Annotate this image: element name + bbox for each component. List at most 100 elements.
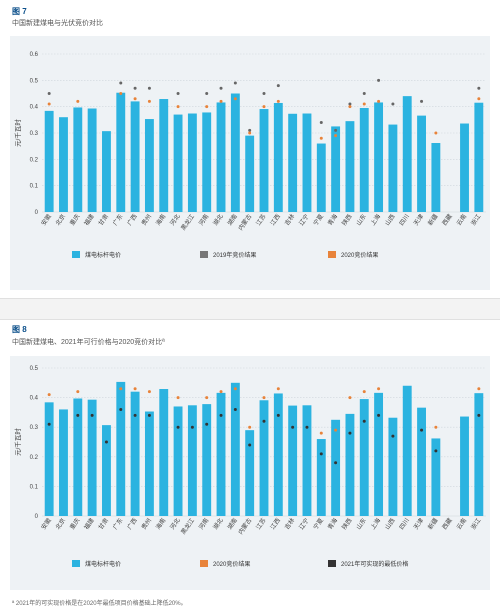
data-point: [334, 428, 338, 432]
x-tick-label: 新疆: [426, 213, 439, 227]
x-tick-label: 西藏: [440, 517, 453, 531]
footnote: ª 2021年的可实现价格是在2020年最低项目价格基础上降低20%。: [12, 601, 187, 607]
bar: [130, 101, 140, 212]
bar: [159, 389, 169, 516]
bar: [316, 439, 326, 516]
bar: [73, 398, 83, 516]
x-tick-label: 四川: [398, 213, 411, 227]
data-point: [76, 99, 80, 103]
x-tick-label: 青海: [326, 213, 339, 227]
bar: [173, 406, 183, 516]
bar: [87, 108, 97, 212]
bar: [359, 399, 369, 516]
legend-swatch-min-2: [328, 560, 336, 567]
data-point: [434, 425, 438, 429]
y-tick-label: 0.6: [30, 52, 39, 58]
bar: [474, 393, 484, 516]
legend-item-2020: 2020竞价结果: [328, 250, 378, 259]
data-point: [147, 86, 151, 90]
data-point: [233, 97, 237, 101]
data-point: [233, 81, 237, 85]
x-tick-label: 吉林: [283, 213, 296, 227]
data-point: [334, 134, 338, 138]
figure-8-number: 图 8: [12, 325, 27, 334]
data-point: [205, 92, 209, 95]
figure-8-subtitle: 中国新建煤电、2021年可行价格与2020竞价对比ª: [12, 339, 165, 346]
bar: [402, 96, 412, 212]
x-tick-label: 福建: [82, 213, 95, 227]
data-point: [133, 97, 137, 101]
legend-item-min-2: 2021年可实现的最低价格: [328, 559, 408, 568]
data-point: [76, 390, 80, 394]
data-point: [147, 413, 151, 417]
bar: [331, 419, 341, 516]
x-tick-label: 甘肃: [97, 213, 110, 227]
data-point: [348, 102, 352, 106]
x-tick-label: 河北: [168, 213, 181, 227]
x-tick-label: 辽宁: [297, 213, 310, 227]
data-point: [262, 419, 266, 423]
data-point: [133, 387, 137, 391]
x-tick-label: 海南: [154, 213, 167, 227]
data-point: [205, 396, 209, 400]
bar: [345, 413, 355, 516]
data-point: [205, 422, 209, 426]
data-point: [348, 396, 352, 400]
x-tick-label: 上海: [369, 517, 382, 531]
bar: [374, 392, 384, 516]
y-tick-label: 0: [35, 210, 39, 216]
bar: [202, 112, 212, 212]
data-point: [276, 84, 280, 88]
data-point: [47, 92, 51, 95]
x-tick-label: 吉林: [283, 517, 296, 531]
legend-swatch-bar: [72, 251, 80, 258]
bar: [245, 135, 255, 212]
x-tick-label: 天津: [413, 517, 426, 531]
x-tick-label: 江苏: [254, 213, 267, 227]
x-tick-label: 河南: [197, 517, 210, 531]
bar: [288, 113, 298, 212]
x-tick-label: 天津: [413, 213, 426, 227]
bar: [159, 99, 169, 212]
data-point: [248, 128, 252, 132]
x-tick-label: 贵州: [140, 517, 153, 531]
data-point: [219, 86, 223, 90]
figure-7-number: 图 7: [12, 7, 27, 16]
x-tick-label: 山东: [354, 213, 367, 227]
y-tick-label: 0.4: [30, 396, 39, 402]
bar: [302, 405, 312, 516]
data-point: [276, 413, 280, 417]
x-tick-label: 安徽: [39, 517, 52, 531]
x-tick-label: 湖南: [226, 213, 239, 227]
data-point: [319, 452, 323, 456]
x-tick-label: 陕西: [340, 517, 353, 531]
bar: [116, 381, 126, 516]
figure-7-subtitle: 中国新建煤电与光伏竞价对比: [12, 20, 103, 27]
data-point: [362, 102, 366, 106]
bar: [216, 392, 226, 516]
bar: [388, 124, 398, 212]
x-tick-label: 贵州: [140, 213, 153, 227]
x-tick-label: 西藏: [440, 213, 453, 227]
data-point: [133, 86, 137, 90]
y-tick-label: 0.3: [30, 131, 39, 137]
bar: [87, 399, 97, 516]
data-point: [248, 131, 252, 135]
data-point: [319, 136, 323, 140]
y-tick-label: 0.4: [30, 105, 39, 111]
bar: [431, 143, 441, 212]
x-tick-label: 浙江: [469, 517, 482, 531]
x-tick-label: 宁夏: [311, 213, 324, 227]
x-tick-label: 广东: [111, 517, 124, 531]
data-point: [119, 92, 123, 95]
data-point: [477, 413, 481, 417]
data-point: [420, 428, 424, 432]
x-tick-label: 北京: [54, 213, 67, 227]
data-point: [147, 390, 151, 394]
x-tick-label: 江西: [269, 517, 282, 531]
bar: [230, 382, 240, 516]
bar: [417, 407, 426, 516]
x-tick-label: 河南: [197, 213, 210, 227]
legend-label-2020: 2020竞价结果: [341, 253, 379, 259]
legend-swatch-2020-2: [200, 560, 208, 567]
